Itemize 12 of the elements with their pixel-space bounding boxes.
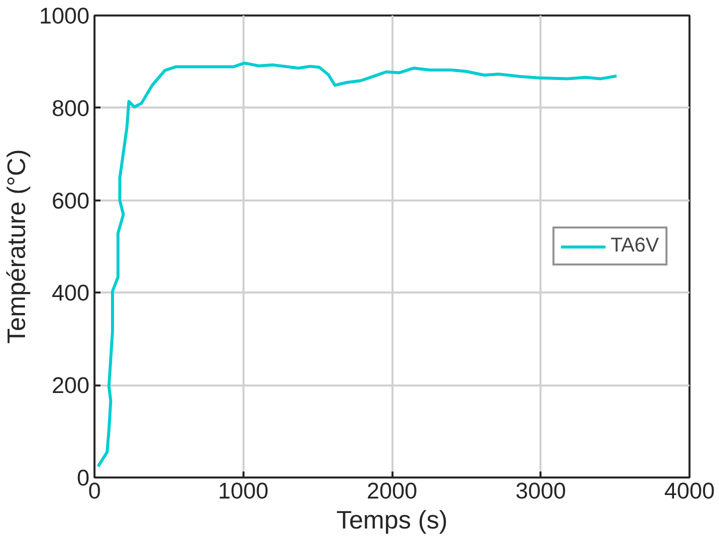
- y-tick-label: 1000: [39, 2, 90, 28]
- x-tick-label: 1000: [218, 478, 268, 504]
- y-tick-label: 800: [52, 94, 90, 121]
- x-axis-title: Temps (s): [336, 506, 448, 534]
- y-tick-label: 600: [52, 187, 90, 214]
- legend-label: TA6V: [610, 234, 659, 258]
- y-tick-label: 200: [52, 372, 90, 398]
- y-tick-label: 400: [52, 280, 90, 306]
- x-tick-label: 3000: [516, 478, 566, 504]
- x-tick-label: 4000: [664, 478, 715, 504]
- x-tick-label: 2000: [366, 478, 418, 504]
- y-axis-title: Température (°C): [3, 149, 32, 344]
